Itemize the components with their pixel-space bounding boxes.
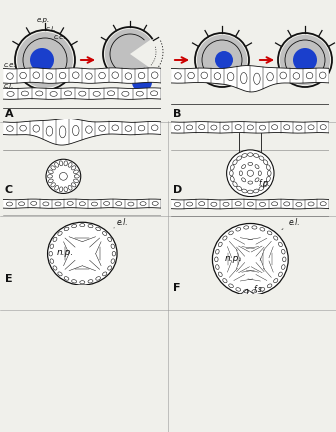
Text: c.e.: c.e.: [3, 62, 16, 67]
Text: c.e.: c.e.: [54, 34, 67, 40]
Circle shape: [215, 51, 233, 69]
Text: E: E: [5, 274, 12, 284]
Circle shape: [30, 48, 54, 72]
Circle shape: [247, 170, 253, 176]
Circle shape: [59, 172, 67, 180]
Text: B: B: [173, 109, 181, 119]
Text: e.l.: e.l.: [114, 218, 129, 228]
Circle shape: [132, 72, 152, 92]
Circle shape: [280, 35, 330, 85]
Text: e.p.: e.p.: [37, 17, 50, 23]
Text: f.p.: f.p.: [258, 179, 270, 187]
Circle shape: [197, 35, 247, 85]
Text: A: A: [5, 109, 13, 119]
Circle shape: [226, 150, 274, 197]
Text: D: D: [173, 185, 182, 195]
Wedge shape: [105, 29, 151, 79]
Text: n.p.: n.p.: [57, 248, 74, 257]
Text: n.p.: n.p.: [225, 254, 242, 263]
Text: c.i.: c.i.: [46, 26, 56, 32]
Text: c.i.: c.i.: [3, 83, 14, 89]
Circle shape: [293, 48, 317, 72]
Circle shape: [48, 222, 117, 285]
Text: F: F: [173, 283, 180, 293]
Circle shape: [212, 223, 288, 295]
Text: f.s.: f.s.: [253, 285, 265, 294]
Circle shape: [46, 159, 81, 194]
Text: e.l.: e.l.: [282, 218, 300, 229]
Circle shape: [17, 32, 73, 88]
Text: C: C: [5, 185, 13, 195]
